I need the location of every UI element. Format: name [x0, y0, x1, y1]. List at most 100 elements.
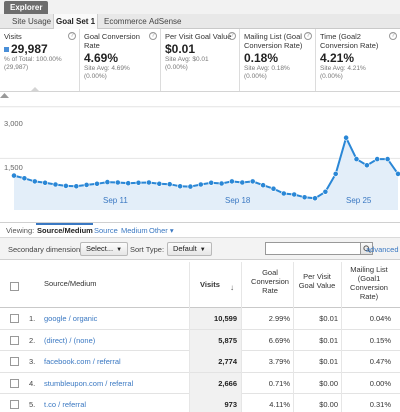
row-index: 2.	[29, 335, 36, 345]
chart-resize-grip-icon[interactable]	[0, 93, 9, 98]
visits-data-point[interactable]	[291, 191, 298, 198]
visits-data-point[interactable]	[177, 183, 183, 190]
table-header: Source/Medium Visits ↓ Goal Conversion R…	[0, 262, 400, 308]
table-row[interactable]: 1. google / organic 10,599 2.99% $0.01 0…	[0, 308, 400, 330]
visits-data-point[interactable]	[270, 185, 277, 192]
visits-data-point[interactable]	[104, 179, 111, 185]
x-tick-label: Sep 25	[346, 196, 372, 205]
secondary-dimension-select[interactable]: Select... ▼	[80, 242, 129, 256]
visits-data-point[interactable]	[301, 194, 308, 201]
table-search-input[interactable]	[265, 242, 361, 255]
visits-data-point[interactable]	[353, 156, 360, 162]
tab-ecommerce[interactable]: Ecommerce	[104, 17, 147, 26]
source-medium-link[interactable]: t.co / referral	[44, 400, 87, 409]
column-header-source-medium[interactable]: Source/Medium	[44, 279, 97, 288]
table-row[interactable]: 4. stumbleupon.com / referral 2,666 0.71…	[0, 372, 400, 394]
metric-sub-visits-1: % of Total: 100.00%	[4, 56, 62, 63]
help-icon[interactable]: ?	[304, 32, 312, 40]
metric-tile-mailing-list[interactable]: Mailing List (Goal Conversion Rate) 0.18…	[240, 29, 316, 91]
source-medium-link[interactable]: google / organic	[44, 314, 98, 323]
visits-cell: 973	[189, 394, 241, 412]
visits-data-point[interactable]	[83, 182, 90, 188]
source-medium-link[interactable]: (direct) / (none)	[44, 335, 96, 345]
table-row[interactable]: 5. t.co / referral 973 4.11% $0.00 0.31%	[0, 394, 400, 412]
table-row[interactable]: 2. (direct) / (none) 5,875 6.69% $0.01 0…	[0, 329, 400, 351]
visits-data-point[interactable]	[363, 162, 370, 169]
table-row[interactable]: 3. facebook.com / referral 2,774 3.79% $…	[0, 351, 400, 373]
visits-data-point[interactable]	[166, 181, 173, 188]
visits-data-point[interactable]	[63, 183, 69, 189]
help-icon[interactable]: ?	[68, 32, 76, 40]
view-tab-source-medium[interactable]: Source/Medium	[37, 226, 93, 235]
column-divider	[341, 262, 342, 412]
visits-data-point[interactable]	[11, 172, 17, 179]
metric-tile-time[interactable]: Time (Goal2 Conversion Rate) 4.21% Site …	[316, 29, 400, 91]
select-all-checkbox[interactable]	[10, 282, 19, 291]
visits-data-point[interactable]	[125, 180, 132, 187]
column-header-mailing-list[interactable]: Mailing List (Goal1 Conversion Rate)	[350, 265, 388, 301]
metric-sub-goal-conversion-1: Site Avg: 4.69%	[84, 65, 130, 72]
source-medium-link[interactable]: stumbleupon.com / referral	[44, 378, 134, 388]
row-checkbox[interactable]	[10, 314, 19, 323]
visits-data-point[interactable]	[208, 179, 215, 186]
visits-data-point[interactable]	[52, 181, 59, 188]
visits-chart-svg	[0, 106, 400, 210]
row-checkbox[interactable]	[10, 400, 19, 409]
row-checkbox[interactable]	[10, 357, 19, 366]
visits-data-point[interactable]	[42, 179, 48, 186]
tab-site-usage[interactable]: Site Usage	[12, 17, 52, 26]
sort-type-value: Default	[173, 244, 197, 253]
visits-data-point[interactable]	[187, 183, 194, 190]
advanced-filter-link[interactable]: advanced	[366, 245, 399, 254]
source-medium-link[interactable]: facebook.com / referral	[44, 357, 121, 366]
help-icon[interactable]: ?	[149, 32, 157, 40]
column-header-visits[interactable]: Visits	[200, 280, 220, 289]
visits-data-point[interactable]	[94, 180, 100, 187]
visits-data-point[interactable]	[135, 179, 142, 186]
visits-data-point[interactable]	[312, 195, 318, 202]
sort-type-select[interactable]: Default ▼	[167, 242, 212, 256]
viewing-bar: Viewing: Source/Medium Source Medium Oth…	[0, 222, 400, 236]
secondary-dimension-label: Secondary dimension:	[8, 245, 83, 254]
visits-data-point[interactable]	[332, 171, 339, 177]
metric-tile-per-visit-value[interactable]: Per Visit Goal Value $0.01 Site Avg: $0.…	[161, 29, 240, 91]
metric-tile-visits[interactable]: Visits 29,987 % of Total: 100.00% (29,98…	[0, 29, 80, 92]
visits-data-point[interactable]	[249, 178, 256, 185]
tab-adsense[interactable]: AdSense	[149, 17, 182, 26]
visits-data-point[interactable]	[21, 175, 28, 182]
visits-data-point[interactable]	[395, 171, 400, 177]
visits-data-point[interactable]	[31, 178, 38, 185]
help-icon[interactable]: ?	[228, 32, 236, 40]
visits-data-point[interactable]	[228, 178, 235, 185]
search-button[interactable]	[361, 242, 373, 255]
row-checkbox[interactable]	[10, 378, 19, 388]
visits-data-point[interactable]	[73, 183, 80, 190]
column-header-goal-conversion[interactable]: Goal Conversion Rate	[251, 268, 289, 295]
help-icon[interactable]: ?	[389, 32, 397, 40]
visits-data-point[interactable]	[218, 180, 225, 187]
column-header-per-visit-value[interactable]: Per Visit Goal Value	[298, 272, 336, 290]
visits-data-point[interactable]	[239, 179, 246, 186]
view-tab-source[interactable]: Source	[94, 226, 118, 235]
visits-data-point[interactable]	[322, 188, 329, 195]
visits-data-point[interactable]	[384, 156, 391, 162]
visits-data-point[interactable]	[145, 179, 152, 186]
visits-data-point[interactable]	[260, 182, 266, 189]
visits-data-point[interactable]	[197, 181, 204, 188]
visits-data-point[interactable]	[156, 180, 163, 187]
metric-tile-goal-conversion[interactable]: Goal Conversion Rate 4.69% Site Avg: 4.6…	[80, 29, 161, 91]
tab-goal-set-1[interactable]: Goal Set 1	[53, 14, 99, 30]
view-tab-other[interactable]: Other ▾	[149, 226, 174, 235]
view-tab-medium[interactable]: Medium	[121, 226, 148, 235]
visits-data-point[interactable]	[374, 156, 381, 162]
visits-cell: 2,774	[189, 351, 241, 372]
visits-data-point[interactable]	[343, 134, 349, 141]
explorer-tab[interactable]: Explorer	[4, 1, 49, 14]
row-index: 4.	[29, 378, 36, 388]
metric-value-per-visit-value: $0.01	[165, 42, 196, 56]
visits-data-point[interactable]	[280, 190, 287, 197]
visits-chart[interactable]: 3,000 1,500 Sep 11 Sep 18 Sep 25	[0, 93, 400, 213]
visits-data-point[interactable]	[114, 179, 121, 186]
row-checkbox[interactable]	[10, 335, 19, 345]
sort-descending-icon[interactable]: ↓	[230, 283, 234, 292]
